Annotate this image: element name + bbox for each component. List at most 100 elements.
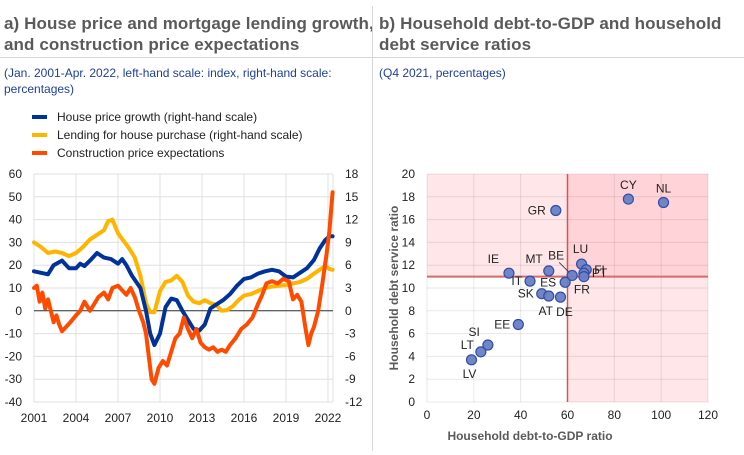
chart-a-left-tick-label: 40 — [9, 213, 23, 227]
chart-b-x-axis-title: Household debt-to-GDP ratio — [447, 429, 612, 443]
panel-b-title: b) Household debt-to-GDP and household d… — [379, 13, 722, 55]
chart-b-x-tick-label: 40 — [514, 408, 528, 422]
panel-a-title-divider — [0, 57, 372, 58]
chart-a-left-tick-label: 20 — [9, 258, 23, 272]
chart-a-x-tick-label: 2010 — [147, 411, 174, 425]
chart-a-left-tick-label: -10 — [5, 327, 23, 341]
chart-a-series-house-price — [32, 234, 335, 347]
chart-b-x-tick-label: 20 — [467, 408, 481, 422]
chart-a-series — [32, 190, 335, 386]
chart-b-x-tick-label: 100 — [651, 408, 671, 422]
chart-a-left-tick-label: -20 — [5, 349, 23, 363]
chart-b-points — [465, 193, 670, 366]
chart-a-left-tick-label: 30 — [9, 235, 23, 249]
chart-b-point-label-at: AT — [539, 304, 554, 318]
chart-a-right-tick-label: 9 — [345, 235, 352, 249]
chart-b-y-tick-label: 10 — [402, 281, 416, 295]
chart-a-x-tick-label: 2001 — [21, 411, 48, 425]
panel-divider — [372, 6, 373, 451]
panel-b-title-divider — [373, 57, 744, 58]
chart-b-y-tick-label: 16 — [402, 213, 416, 227]
chart-b-point-label-pt: PT — [592, 266, 608, 280]
chart-b-point-label-fi: FI — [594, 263, 605, 277]
chart-b-point-label-mt: MT — [525, 252, 543, 266]
chart-b-x-tick-label: 120 — [698, 408, 718, 422]
panel-b-subtitle: (Q4 2021, percentages) — [379, 66, 506, 80]
chart-b-y-tick-label: 0 — [408, 395, 415, 409]
chart-a-right-tick-label: 18 — [345, 167, 359, 181]
chart-b-point-label-lv: LV — [463, 367, 477, 381]
legend-label-lending: Lending for house purchase (right-hand s… — [57, 128, 303, 142]
chart-a-right-tick-label: 6 — [345, 258, 352, 272]
chart-a-series-construction — [32, 190, 335, 386]
chart-b-point-be — [566, 269, 578, 282]
panel-a-title-line1: a) House price and mortgage lending grow… — [4, 14, 374, 33]
chart-b-point-fr — [578, 271, 590, 283]
chart-b-point-de — [554, 291, 567, 303]
chart-a-right-tick-label: -3 — [345, 327, 356, 341]
chart-b-x-tick-label: 80 — [608, 408, 622, 422]
chart-b-region-high-debt — [567, 276, 708, 402]
chart-a-left-tick-label: 10 — [9, 281, 23, 295]
chart-b-point-label-lt: LT — [461, 338, 475, 352]
legend-label-construction: Construction price expectations — [57, 146, 225, 160]
chart-b-y-tick-label: 20 — [402, 167, 416, 181]
chart-a-x-tick-label: 2022 — [315, 411, 342, 425]
chart-a-right-axis-labels: 18 15 12 9 6 3 0 -3 -6 -9 -12 — [345, 167, 363, 409]
chart-b-point-lt — [475, 346, 487, 358]
chart-a-right-tick-label: -12 — [345, 395, 363, 409]
legend-swatch-house-price — [32, 115, 47, 119]
chart-a-x-tick-label: 2013 — [189, 411, 216, 425]
chart-a-left-tick-label: -40 — [5, 395, 23, 409]
chart-b-y-tick-label: 12 — [402, 258, 416, 272]
chart-a-left-tick-label: -30 — [5, 372, 23, 386]
chart-b-x-tick-label: 0 — [424, 408, 431, 422]
chart-b-region-both-high — [567, 174, 708, 277]
legend-item-house-price: House price growth (right-hand scale) — [32, 108, 302, 126]
chart-b-point-gr — [550, 204, 562, 217]
chart-a-x-axis-labels: 2001 2004 2007 2010 2013 2016 2019 2022 — [21, 411, 342, 425]
chart-b-point-label-lu: LU — [573, 242, 588, 256]
chart-b-y-axis-labels: 0 2 4 6 8 10 12 14 16 18 20 — [402, 167, 416, 409]
panel-a-title-line2: and construction price expectations — [4, 35, 300, 54]
panel-a-title: a) House price and mortgage lending grow… — [4, 13, 374, 55]
chart-b-point-label-sk: SK — [518, 287, 534, 301]
chart-b-point-label-ee: EE — [494, 317, 510, 331]
chart-a-right-tick-label: -6 — [345, 349, 356, 363]
chart-b-point-label-fr: FR — [574, 283, 590, 297]
chart-b-point-label-be: BE — [548, 248, 564, 262]
chart-a-right-tick-label: 15 — [345, 190, 359, 204]
chart-b-point-si — [482, 339, 494, 351]
chart-b-y-tick-label: 18 — [402, 190, 416, 204]
chart-a-right-tick-label: -9 — [345, 372, 356, 386]
chart-a-left-tick-label: 50 — [9, 190, 23, 204]
chart-b-point-label-si: SI — [469, 325, 480, 339]
chart-b-y-tick-label: 8 — [408, 304, 415, 318]
legend-swatch-construction — [32, 151, 47, 155]
chart-b-point-at — [543, 290, 555, 302]
chart-b-point-label-de: DE — [556, 305, 573, 319]
chart-a-x-tick-label: 2007 — [105, 411, 132, 425]
chart-b-point-it — [524, 275, 536, 287]
chart-a-left-tick-label: 60 — [9, 167, 23, 181]
panel-b-title-line2: debt service ratios — [379, 35, 532, 54]
chart-b-point-label-it: IT — [511, 274, 522, 288]
chart-a-left-axis-labels: 60 50 40 30 20 10 0 -10 -20 -30 -40 — [5, 167, 23, 409]
panel-b-title-line1: b) Household debt-to-GDP and household — [379, 14, 722, 33]
panel-a-subtitle: (Jan. 2001-Apr. 2022, left-hand scale: i… — [4, 65, 332, 97]
chart-a-legend: House price growth (right-hand scale) Le… — [32, 108, 302, 162]
chart-b-x-axis-labels: 0 20 40 60 80 100 120 — [424, 408, 719, 422]
chart-b-point-es — [559, 276, 571, 288]
chart-b-point-mt — [543, 265, 555, 277]
chart-a-series-lending — [32, 217, 335, 315]
chart-b-y-tick-label: 2 — [408, 372, 415, 386]
chart-a-x-tick-label: 2004 — [63, 411, 90, 425]
chart-b-y-tick-label: 6 — [408, 327, 415, 341]
legend-swatch-lending — [32, 133, 47, 137]
chart-b-y-axis-title: Household debt service ratio — [387, 206, 401, 371]
chart-b-point-cy — [622, 193, 634, 205]
chart-b-y-tick-label: 14 — [402, 235, 416, 249]
